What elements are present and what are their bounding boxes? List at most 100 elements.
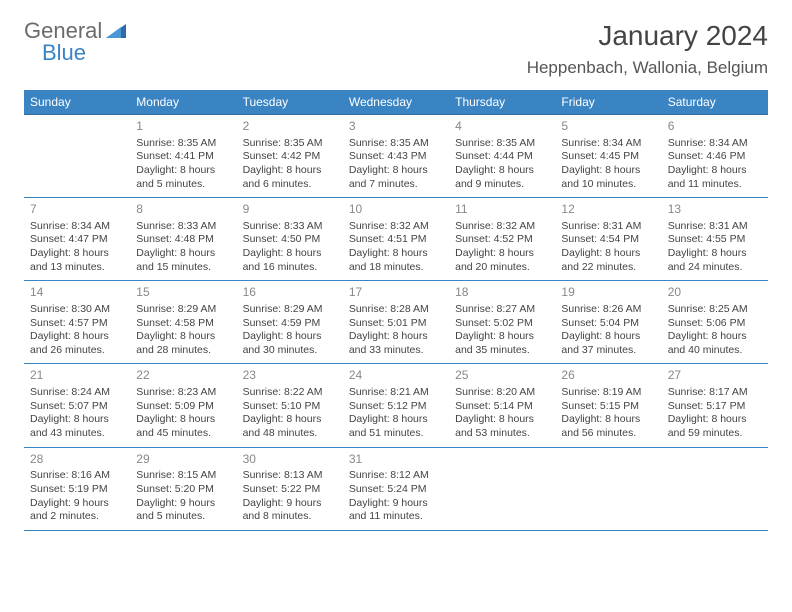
day-number: 10: [349, 202, 443, 218]
day-number: 30: [243, 452, 337, 468]
day-info-line: Sunset: 5:01 PM: [349, 317, 443, 331]
day-info-line: Sunrise: 8:33 AM: [243, 220, 337, 234]
day-info-line: Sunset: 4:58 PM: [136, 317, 230, 331]
calendar-day-cell: 12Sunrise: 8:31 AMSunset: 4:54 PMDayligh…: [555, 198, 661, 280]
calendar-day-cell: 19Sunrise: 8:26 AMSunset: 5:04 PMDayligh…: [555, 281, 661, 363]
day-info-line: Sunset: 5:24 PM: [349, 483, 443, 497]
day-info-line: Sunrise: 8:19 AM: [561, 386, 655, 400]
calendar-day-cell: 9Sunrise: 8:33 AMSunset: 4:50 PMDaylight…: [237, 198, 343, 280]
calendar-day-cell: [24, 115, 130, 197]
weekday-header: Sunday: [24, 90, 130, 114]
day-info-line: and 5 minutes.: [136, 178, 230, 192]
day-number: 7: [30, 202, 124, 218]
day-info-line: and 48 minutes.: [243, 427, 337, 441]
day-info-line: Daylight: 8 hours: [136, 164, 230, 178]
day-number: 21: [30, 368, 124, 384]
day-info-line: Sunrise: 8:32 AM: [349, 220, 443, 234]
day-number: 18: [455, 285, 549, 301]
day-info-line: Sunset: 5:14 PM: [455, 400, 549, 414]
day-info-line: Daylight: 8 hours: [349, 413, 443, 427]
calendar-day-cell: 29Sunrise: 8:15 AMSunset: 5:20 PMDayligh…: [130, 448, 236, 530]
day-info-line: and 13 minutes.: [30, 261, 124, 275]
day-number: 14: [30, 285, 124, 301]
day-number: 28: [30, 452, 124, 468]
calendar-day-cell: 1Sunrise: 8:35 AMSunset: 4:41 PMDaylight…: [130, 115, 236, 197]
day-info-line: and 22 minutes.: [561, 261, 655, 275]
day-info-line: Daylight: 8 hours: [243, 247, 337, 261]
day-info-line: Daylight: 8 hours: [349, 247, 443, 261]
calendar-day-cell: 10Sunrise: 8:32 AMSunset: 4:51 PMDayligh…: [343, 198, 449, 280]
day-info-line: and 28 minutes.: [136, 344, 230, 358]
day-info-line: Sunset: 4:59 PM: [243, 317, 337, 331]
day-info-line: Daylight: 8 hours: [30, 330, 124, 344]
calendar-day-cell: 11Sunrise: 8:32 AMSunset: 4:52 PMDayligh…: [449, 198, 555, 280]
logo-text-blue: Blue: [42, 42, 126, 64]
day-info-line: and 56 minutes.: [561, 427, 655, 441]
day-number: 6: [668, 119, 762, 135]
weekday-header: Friday: [555, 90, 661, 114]
day-info-line: Sunrise: 8:25 AM: [668, 303, 762, 317]
day-info-line: and 59 minutes.: [668, 427, 762, 441]
day-info-line: Sunset: 4:48 PM: [136, 233, 230, 247]
day-info-line: Daylight: 8 hours: [30, 247, 124, 261]
day-info-line: Daylight: 8 hours: [136, 247, 230, 261]
month-title: January 2024: [527, 20, 768, 52]
day-info-line: and 33 minutes.: [349, 344, 443, 358]
day-info-line: Sunrise: 8:35 AM: [243, 137, 337, 151]
day-info-line: Sunset: 4:43 PM: [349, 150, 443, 164]
calendar-day-cell: 18Sunrise: 8:27 AMSunset: 5:02 PMDayligh…: [449, 281, 555, 363]
day-info-line: Sunset: 5:19 PM: [30, 483, 124, 497]
day-info-line: Sunset: 5:10 PM: [243, 400, 337, 414]
day-info-line: Sunrise: 8:17 AM: [668, 386, 762, 400]
day-number: 26: [561, 368, 655, 384]
day-info-line: Sunrise: 8:31 AM: [561, 220, 655, 234]
day-info-line: Daylight: 8 hours: [668, 330, 762, 344]
day-info-line: Sunrise: 8:22 AM: [243, 386, 337, 400]
day-info-line: Sunrise: 8:12 AM: [349, 469, 443, 483]
day-info-line: and 16 minutes.: [243, 261, 337, 275]
day-info-line: Sunrise: 8:34 AM: [668, 137, 762, 151]
day-info-line: Sunset: 4:44 PM: [455, 150, 549, 164]
day-info-line: Daylight: 9 hours: [243, 497, 337, 511]
calendar-day-cell: 28Sunrise: 8:16 AMSunset: 5:19 PMDayligh…: [24, 448, 130, 530]
calendar-day-cell: 20Sunrise: 8:25 AMSunset: 5:06 PMDayligh…: [662, 281, 768, 363]
day-info-line: Daylight: 8 hours: [243, 413, 337, 427]
day-info-line: Daylight: 8 hours: [455, 330, 549, 344]
day-info-line: Sunset: 5:02 PM: [455, 317, 549, 331]
day-info-line: Sunrise: 8:13 AM: [243, 469, 337, 483]
day-number: 3: [349, 119, 443, 135]
day-info-line: Daylight: 8 hours: [243, 164, 337, 178]
day-info-line: and 11 minutes.: [349, 510, 443, 524]
day-info-line: and 43 minutes.: [30, 427, 124, 441]
day-info-line: Daylight: 9 hours: [349, 497, 443, 511]
day-info-line: and 35 minutes.: [455, 344, 549, 358]
day-info-line: Sunset: 4:57 PM: [30, 317, 124, 331]
day-info-line: Daylight: 8 hours: [455, 164, 549, 178]
calendar-day-cell: 6Sunrise: 8:34 AMSunset: 4:46 PMDaylight…: [662, 115, 768, 197]
day-info-line: Sunrise: 8:35 AM: [349, 137, 443, 151]
day-info-line: and 5 minutes.: [136, 510, 230, 524]
weekday-header: Monday: [130, 90, 236, 114]
calendar-day-cell: 7Sunrise: 8:34 AMSunset: 4:47 PMDaylight…: [24, 198, 130, 280]
day-number: 11: [455, 202, 549, 218]
calendar-day-cell: 2Sunrise: 8:35 AMSunset: 4:42 PMDaylight…: [237, 115, 343, 197]
day-info-line: Sunset: 5:07 PM: [30, 400, 124, 414]
day-number: 16: [243, 285, 337, 301]
calendar-day-cell: 22Sunrise: 8:23 AMSunset: 5:09 PMDayligh…: [130, 364, 236, 446]
day-info-line: and 30 minutes.: [243, 344, 337, 358]
day-info-line: Sunrise: 8:35 AM: [136, 137, 230, 151]
day-info-line: Daylight: 8 hours: [561, 330, 655, 344]
calendar-week-row: 21Sunrise: 8:24 AMSunset: 5:07 PMDayligh…: [24, 364, 768, 447]
logo-text-general: General: [24, 20, 102, 42]
calendar-day-cell: 17Sunrise: 8:28 AMSunset: 5:01 PMDayligh…: [343, 281, 449, 363]
day-info-line: Sunset: 5:04 PM: [561, 317, 655, 331]
day-info-line: Sunset: 4:50 PM: [243, 233, 337, 247]
day-info-line: Sunset: 5:17 PM: [668, 400, 762, 414]
day-info-line: Sunrise: 8:34 AM: [561, 137, 655, 151]
day-info-line: Sunset: 4:46 PM: [668, 150, 762, 164]
day-info-line: and 10 minutes.: [561, 178, 655, 192]
day-info-line: Sunset: 5:12 PM: [349, 400, 443, 414]
day-info-line: and 20 minutes.: [455, 261, 549, 275]
day-info-line: Sunrise: 8:33 AM: [136, 220, 230, 234]
day-number: 15: [136, 285, 230, 301]
